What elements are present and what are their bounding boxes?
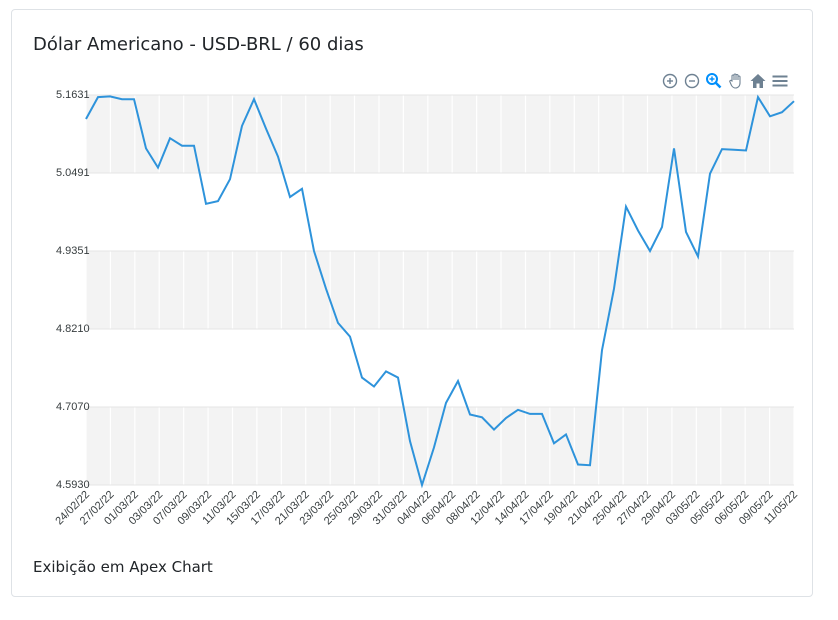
reset-home-icon[interactable] <box>748 71 768 91</box>
menu-icon[interactable] <box>770 71 790 91</box>
grid-band <box>86 251 794 329</box>
zoom-selection-icon[interactable] <box>704 71 724 91</box>
grid-band <box>86 407 794 485</box>
grid-band <box>86 329 794 407</box>
y-tick-label: 4.8210 <box>56 323 90 335</box>
y-tick-label: 5.0491 <box>56 167 90 179</box>
y-axis: 5.1631 5.0491 4.9351 4.8210 4.7070 4.5930 <box>56 89 90 491</box>
pan-hand-icon[interactable] <box>726 71 746 91</box>
y-tick-label: 4.7070 <box>56 401 90 413</box>
chart-grid <box>85 94 795 486</box>
y-tick-label: 4.9351 <box>56 245 90 257</box>
x-axis: 24/02/2227/02/2201/03/2203/03/2207/03/22… <box>53 489 800 528</box>
grid-band <box>86 173 794 251</box>
card-title: Dólar Americano - USD-BRL / 60 dias <box>33 34 364 55</box>
zoom-in-icon[interactable] <box>660 71 680 91</box>
series-line-usd-brl <box>85 94 795 489</box>
y-tick-label: 5.1631 <box>56 89 90 101</box>
y-tick-label: 4.5930 <box>56 479 90 491</box>
chart-toolbar <box>660 70 790 92</box>
zoom-out-icon[interactable] <box>682 71 702 91</box>
card-footer: Exibição em Apex Chart <box>33 558 213 576</box>
grid-band <box>86 95 794 173</box>
